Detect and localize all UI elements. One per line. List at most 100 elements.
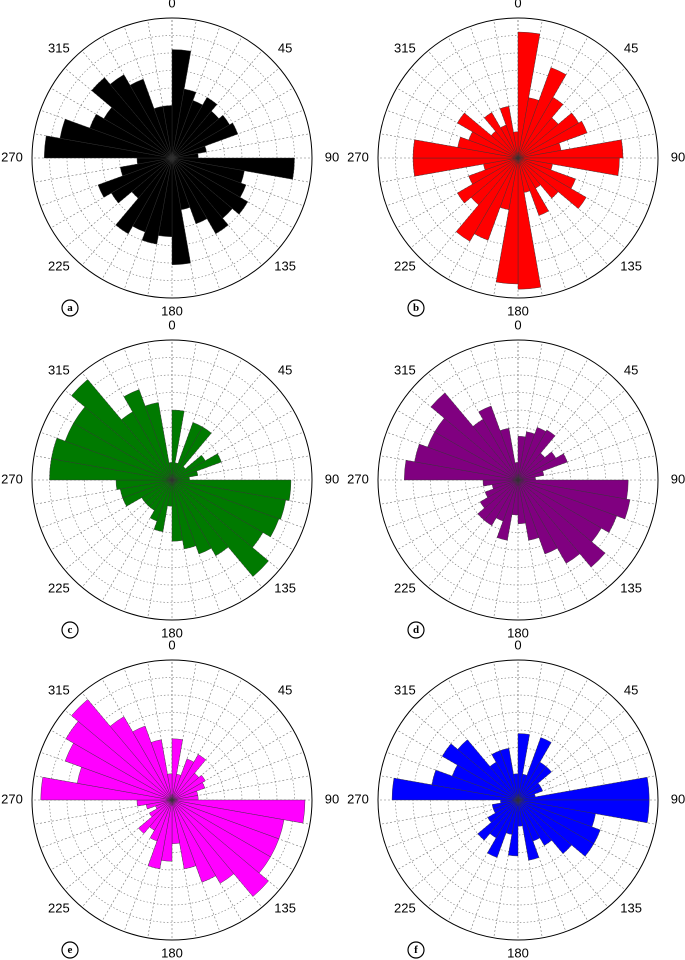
spoke-grid — [410, 479, 519, 571]
rose-wedge — [91, 77, 173, 159]
spoke-grid — [517, 389, 626, 481]
rose-wedge — [431, 769, 519, 801]
spoke-grid — [171, 729, 294, 801]
rose-wedge — [109, 74, 173, 159]
rose-wedge — [517, 737, 552, 801]
panel-label: f — [414, 944, 418, 956]
spoke-grid — [469, 799, 519, 932]
rose-wedge — [171, 799, 235, 884]
rose-wedge — [517, 120, 588, 159]
spoke-grid — [171, 358, 243, 481]
theta-tick-label: 45 — [278, 683, 292, 698]
theta-tick-label: 270 — [1, 791, 23, 806]
rose-wedge — [132, 725, 173, 801]
spoke-grid — [517, 372, 609, 481]
rose-wedge — [517, 479, 581, 564]
rose-wedge — [517, 139, 624, 159]
spoke-grid — [171, 372, 263, 481]
rose-wedge — [171, 479, 269, 577]
rose-wedge — [171, 122, 239, 159]
spoke-grid — [34, 157, 173, 183]
rose-wedge — [171, 799, 197, 870]
rose-wedge — [517, 470, 545, 481]
spoke-grid — [517, 729, 640, 801]
rose-wedge — [171, 479, 286, 520]
theta-tick-label: 90 — [671, 149, 685, 164]
rose-wedge — [517, 479, 617, 533]
theta-tick-label: 90 — [325, 791, 339, 806]
theta-tick-label: 135 — [274, 258, 296, 273]
spoke-grid — [81, 799, 173, 908]
spoke-grid — [517, 157, 609, 266]
rose-wedge — [517, 157, 559, 199]
panel-badge — [407, 299, 425, 317]
rose-wedge — [171, 799, 217, 883]
panel-label: e — [68, 944, 73, 956]
theta-tick-label: 45 — [624, 41, 638, 56]
rose-wedge — [120, 157, 173, 177]
spoke-grid — [50, 479, 173, 551]
spoke-grid — [101, 479, 173, 602]
ring-grid — [31, 339, 313, 621]
spoke-grid — [101, 799, 173, 922]
theta-tick-label: 180 — [507, 625, 529, 640]
rose-wedge — [171, 453, 222, 481]
rose-wedge — [171, 157, 249, 215]
theta-tick-label: 90 — [671, 471, 685, 486]
rose-wedge — [150, 739, 173, 801]
panel-label: c — [68, 624, 73, 636]
spoke-grid — [171, 668, 221, 801]
spoke-grid — [493, 799, 519, 938]
rose-wedge — [123, 389, 173, 481]
theta-tick-label: 315 — [48, 41, 70, 56]
spoke-grid — [171, 455, 310, 481]
spoke-grid — [34, 799, 173, 825]
spoke-grid — [517, 751, 650, 801]
spoke-grid — [447, 36, 519, 159]
rose-wedge — [468, 157, 519, 185]
theta-tick-label: 135 — [274, 900, 296, 915]
rose-wedge — [144, 402, 173, 481]
panel-badge — [61, 299, 79, 317]
rose-wedge — [147, 799, 173, 870]
spoke-grid — [171, 709, 280, 801]
spoke-grid — [517, 799, 543, 938]
rose-wedge — [168, 462, 173, 481]
rose-wedge — [109, 716, 173, 801]
rose-wedge — [517, 799, 553, 846]
ring-grid — [31, 17, 313, 299]
spoke-grid — [517, 348, 567, 481]
rose-wedge — [171, 799, 269, 897]
rose-wedge — [171, 754, 207, 801]
spoke-grid — [517, 799, 589, 922]
rose-wedge — [149, 479, 173, 522]
rose-wedge — [487, 799, 519, 823]
spoke-grid — [517, 431, 650, 481]
rose-wedge — [517, 67, 567, 159]
theta-tick-label: 45 — [278, 41, 292, 56]
spoke-grid — [386, 109, 519, 159]
theta-tick-label: 315 — [394, 363, 416, 378]
panel-label: b — [413, 302, 419, 314]
spoke-grid — [427, 799, 519, 908]
rose-wedge — [455, 157, 519, 242]
rose-wedge — [483, 112, 519, 159]
theta-tick-label: 0 — [514, 0, 521, 10]
spoke-grid — [427, 50, 519, 159]
spoke-grid — [81, 479, 173, 588]
spoke-grid — [517, 342, 543, 481]
spoke-grid — [427, 479, 519, 588]
rose-wedge — [478, 405, 519, 481]
theta-tick-label: 270 — [347, 791, 369, 806]
spoke-grid — [517, 668, 567, 801]
ring-grid — [377, 339, 659, 621]
rose-wedge — [457, 112, 519, 159]
spoke-grid — [171, 431, 304, 481]
spoke-grid — [171, 389, 280, 481]
rose-wedge — [171, 145, 207, 159]
spoke-grid — [171, 692, 263, 801]
rose-wedge — [517, 479, 606, 568]
rose-wedge — [171, 157, 208, 225]
theta-tick-label: 225 — [394, 580, 416, 595]
